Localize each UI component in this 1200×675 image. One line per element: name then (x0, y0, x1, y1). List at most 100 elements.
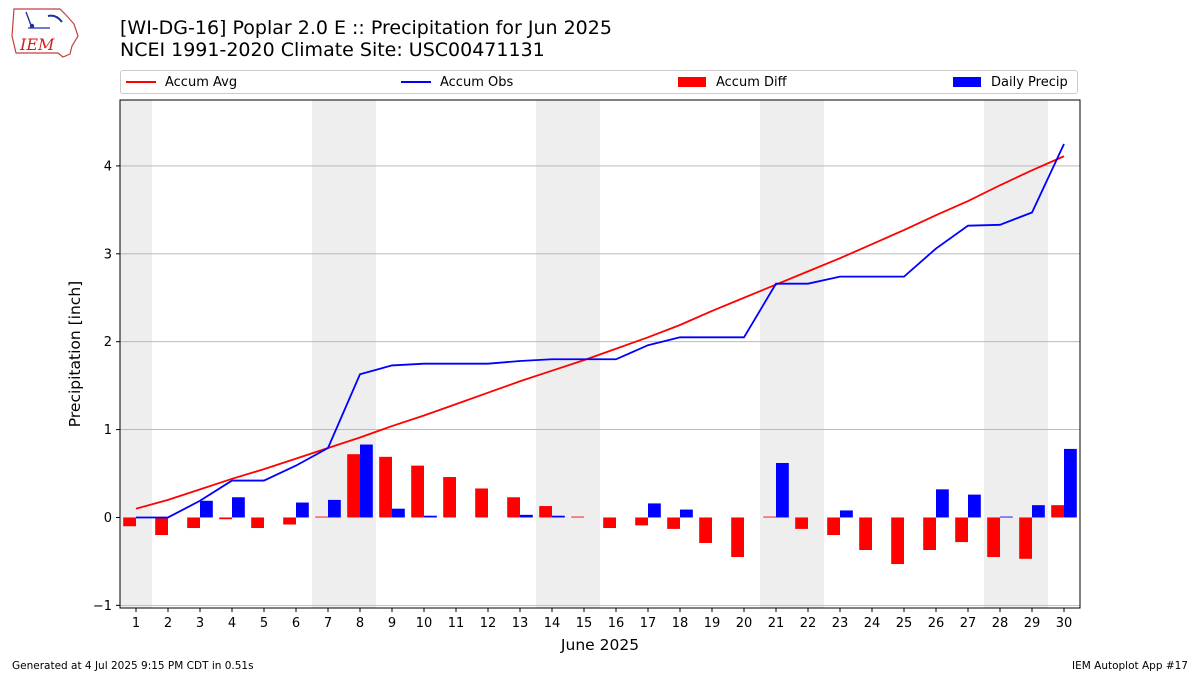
y-tick-label-2: 2 (104, 335, 112, 350)
y-axis-label: Precipitation [inch] (66, 281, 84, 427)
x-tick-label-4: 4 (228, 616, 236, 631)
bar-accum-diff-14 (539, 506, 552, 518)
legend-item-daily-precip: Daily Precip (953, 71, 1068, 93)
bar-accum-diff-7 (315, 516, 328, 518)
legend-swatch-accum-obs (401, 81, 431, 83)
x-tick-label-19: 19 (704, 616, 721, 631)
bar-accum-diff-24 (859, 517, 872, 550)
x-tick-label-3: 3 (196, 616, 204, 631)
x-tick-label-22: 22 (800, 616, 817, 631)
plot-frame (119, 99, 1081, 609)
bar-daily-precip-6 (296, 502, 309, 518)
iem-logo: IEM (11, 8, 79, 58)
x-tick-label-30: 30 (1056, 616, 1073, 631)
x-tick-label-26: 26 (928, 616, 945, 631)
bar-accum-diff-25 (891, 517, 904, 565)
bar-accum-diff-17 (635, 517, 648, 526)
x-tick-label-27: 27 (960, 616, 977, 631)
bar-accum-diff-27 (955, 517, 968, 543)
bar-daily-precip-26 (936, 489, 949, 518)
bar-daily-precip-23 (840, 510, 853, 518)
x-tick-label-18: 18 (672, 616, 689, 631)
x-tick-label-2: 2 (164, 616, 172, 631)
bar-accum-diff-20 (731, 517, 744, 558)
bar-daily-precip-14 (552, 515, 565, 518)
bar-accum-diff-26 (923, 517, 936, 550)
x-tick-label-15: 15 (576, 616, 593, 631)
bar-accum-diff-12 (475, 488, 488, 518)
x-tick-label-29: 29 (1024, 616, 1041, 631)
footer-generated: Generated at 4 Jul 2025 9:15 PM CDT in 0… (12, 660, 254, 672)
line-accum-avg (135, 155, 1065, 510)
bar-accum-diff-18 (667, 517, 680, 529)
legend-label-accum-avg: Accum Avg (165, 74, 238, 90)
footer-app: IEM Autoplot App #17 (1072, 660, 1188, 672)
bar-accum-diff-11 (443, 477, 456, 518)
x-tick-label-7: 7 (324, 616, 332, 631)
bar-daily-precip-30 (1064, 448, 1077, 518)
bar-accum-diff-9 (379, 456, 392, 518)
weekend-shade-15 (568, 100, 600, 608)
x-tick-label-21: 21 (768, 616, 785, 631)
bar-daily-precip-29 (1032, 505, 1045, 518)
chart-title: [WI-DG-16] Poplar 2.0 E :: Precipitation… (120, 17, 612, 39)
bar-daily-precip-13 (520, 514, 533, 518)
bar-daily-precip-28 (1000, 516, 1013, 518)
x-tick-label-12: 12 (480, 616, 497, 631)
bar-accum-diff-4 (219, 517, 232, 520)
legend: Accum Avg Accum Obs Accum Diff Daily Pre… (120, 70, 1078, 94)
bar-accum-diff-13 (507, 497, 520, 518)
legend-label-accum-obs: Accum Obs (440, 74, 514, 90)
bar-daily-precip-4 (232, 497, 245, 518)
x-tick-label-17: 17 (640, 616, 657, 631)
y-tick-label-4: 4 (104, 159, 112, 174)
bar-accum-diff-8 (347, 454, 360, 518)
x-tick-label-25: 25 (896, 616, 913, 631)
bar-accum-diff-19 (699, 517, 712, 543)
bar-accum-diff-3 (187, 517, 200, 529)
x-tick-label-1: 1 (132, 616, 140, 631)
legend-swatch-daily-precip (953, 77, 981, 87)
y-tick-label-1: 1 (104, 423, 112, 438)
bar-daily-precip-27 (968, 494, 981, 518)
bar-accum-diff-15 (571, 516, 584, 518)
bar-accum-diff-2 (155, 517, 168, 536)
chart-subtitle: NCEI 1991-2020 Climate Site: USC00471131 (120, 39, 545, 61)
y-tick-label-3: 3 (104, 247, 112, 262)
weekend-shade-8 (344, 100, 376, 608)
weekend-shade-21 (760, 100, 792, 608)
weekend-shade-14 (536, 100, 568, 608)
legend-item-accum-avg: Accum Avg (126, 71, 237, 93)
x-axis-label: June 2025 (560, 636, 639, 654)
bar-daily-precip-21 (776, 462, 789, 518)
x-tick-label-8: 8 (356, 616, 364, 631)
bar-accum-diff-1 (123, 517, 136, 527)
x-tick-label-14: 14 (544, 616, 561, 631)
bar-daily-precip-10 (424, 515, 437, 518)
logo-text: IEM (19, 35, 55, 54)
bar-accum-diff-6 (283, 517, 296, 525)
line-accum-obs (136, 143, 1065, 519)
weekend-shade-1 (120, 100, 152, 608)
x-tick-label-13: 13 (512, 616, 529, 631)
bar-daily-precip-3 (200, 500, 213, 518)
bar-daily-precip-7 (328, 499, 341, 518)
bar-accum-diff-29 (1019, 517, 1032, 559)
bar-accum-diff-28 (987, 517, 1000, 558)
bar-accum-diff-16 (603, 517, 616, 529)
legend-label-daily-precip: Daily Precip (991, 74, 1068, 90)
y-tick-label--1: −1 (93, 599, 112, 614)
bar-accum-diff-10 (411, 465, 424, 518)
bar-daily-precip-8 (360, 444, 373, 518)
y-tick-label-0: 0 (104, 511, 112, 526)
legend-item-accum-obs: Accum Obs (401, 71, 513, 93)
bar-accum-diff-30 (1051, 505, 1064, 518)
weekend-shade-22 (792, 100, 824, 608)
legend-swatch-accum-avg (126, 81, 156, 83)
legend-swatch-accum-diff (678, 77, 706, 87)
x-tick-label-16: 16 (608, 616, 625, 631)
legend-item-accum-diff: Accum Diff (678, 71, 787, 93)
x-tick-label-6: 6 (292, 616, 300, 631)
x-tick-label-20: 20 (736, 616, 753, 631)
